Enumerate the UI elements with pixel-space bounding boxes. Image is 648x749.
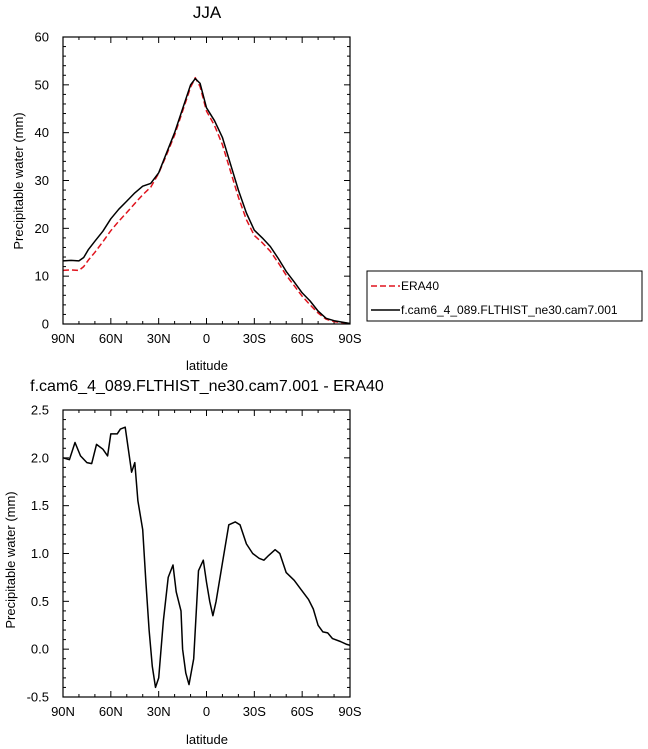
x-tick-label: 30N xyxy=(147,331,171,346)
chart-title: JJA xyxy=(193,3,222,22)
y-tick-label: 10 xyxy=(35,269,49,284)
x-tick-label: 30N xyxy=(147,704,171,719)
y-tick-label: 60 xyxy=(35,30,49,45)
plot-frame xyxy=(62,409,351,698)
legend-label-era40: ERA40 xyxy=(401,279,439,293)
series-line-model xyxy=(62,77,351,325)
y-tick-label: 50 xyxy=(35,77,49,92)
y-tick-label: 0.0 xyxy=(31,642,49,657)
y-tick-label: 0.5 xyxy=(31,594,49,609)
plot-frame xyxy=(62,36,351,325)
x-tick-label: 0 xyxy=(203,704,210,719)
y-tick-label: 2.5 xyxy=(31,403,49,418)
y-tick-label: -0.5 xyxy=(27,690,49,705)
series-line-era40 xyxy=(62,76,351,325)
legend-box xyxy=(366,270,643,322)
x-tick-label: 60S xyxy=(291,704,314,719)
y-tick-label: 0 xyxy=(42,317,49,332)
series-line-difference xyxy=(62,426,351,689)
tick-labels: 90N 60N 30N 0 30S 60S 90S -0.5 0.0 0.5 1.0 1.5 2.0 2.… xyxy=(27,403,362,720)
y-tick-label: 40 xyxy=(35,125,49,140)
x-tick-label: 60S xyxy=(291,331,314,346)
x-tick-label: 30S xyxy=(243,331,266,346)
x-tick-label: 90S xyxy=(338,704,361,719)
x-tick-label: 0 xyxy=(203,331,210,346)
tick-labels: 90N 60N 30N 0 30S 60S 90S 0 10 20 30 40 50 60 xyxy=(35,30,362,347)
x-tick-label: 30S xyxy=(243,704,266,719)
x-axis-label: latitude xyxy=(186,358,228,373)
x-tick-label: 90N xyxy=(51,704,75,719)
legend-label-model: f.cam6_4_089.FLTHIST_ne30.cam7.001 xyxy=(401,303,618,317)
legend: ERA40 f.cam6_4_089.FLTHIST_ne30.cam7.001 xyxy=(366,270,643,322)
series-lines xyxy=(62,76,351,325)
x-axis-label: latitude xyxy=(186,732,228,747)
y-tick-label: 2.0 xyxy=(31,450,49,465)
x-tick-label: 60N xyxy=(99,331,123,346)
x-tick-label: 90N xyxy=(51,331,75,346)
chart-title: f.cam6_4_089.FLTHIST_ne30.cam7.001 - ERA… xyxy=(30,378,384,395)
y-tick-label: 1.0 xyxy=(31,546,49,561)
x-tick-label: 90S xyxy=(338,331,361,346)
y-tick-label: 1.5 xyxy=(31,498,49,513)
series-lines xyxy=(62,426,351,689)
panel-difference: f.cam6_4_089.FLTHIST_ne30.cam7.001 - ERA… xyxy=(3,378,384,747)
y-tick-label: 30 xyxy=(35,173,49,188)
y-axis-label: Precipitable water (mm) xyxy=(11,112,26,249)
y-tick-label: 20 xyxy=(35,221,49,236)
x-tick-label: 60N xyxy=(99,704,123,719)
y-axis-label: Precipitable water (mm) xyxy=(3,491,18,628)
panel-mean-precipitable-water: JJA 90N 60N 30N 0 30S 60S 90S 0 10 20 30 40 50 60 lat… xyxy=(11,3,643,373)
ticks xyxy=(62,36,351,325)
